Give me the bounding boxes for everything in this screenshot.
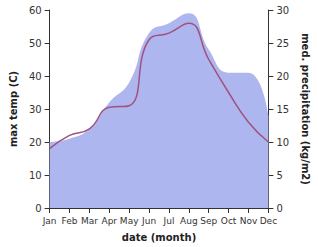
svg-text:0: 0 <box>276 203 282 214</box>
svg-text:50: 50 <box>29 38 42 49</box>
svg-text:Feb: Feb <box>62 216 78 226</box>
svg-text:May: May <box>120 216 139 226</box>
svg-text:0: 0 <box>35 203 41 214</box>
svg-text:Nov: Nov <box>240 216 258 226</box>
svg-text:10: 10 <box>29 170 42 181</box>
svg-text:med. precipitation (kg/m2): med. precipitation (kg/m2) <box>300 33 311 185</box>
svg-text:Oct: Oct <box>221 216 237 226</box>
svg-text:Dec: Dec <box>260 216 277 226</box>
svg-text:30: 30 <box>29 104 42 115</box>
svg-text:5: 5 <box>276 170 282 181</box>
svg-text:30: 30 <box>276 5 289 16</box>
svg-text:date (month): date (month) <box>122 232 196 243</box>
svg-text:Sep: Sep <box>200 216 217 226</box>
svg-text:20: 20 <box>29 137 42 148</box>
svg-text:20: 20 <box>276 71 289 82</box>
svg-text:60: 60 <box>29 5 42 16</box>
svg-text:Mar: Mar <box>81 216 98 226</box>
svg-text:Apr: Apr <box>101 216 117 226</box>
svg-text:10: 10 <box>276 137 289 148</box>
svg-text:15: 15 <box>276 104 289 115</box>
svg-text:25: 25 <box>276 38 289 49</box>
svg-text:Jun: Jun <box>141 216 156 226</box>
svg-text:40: 40 <box>29 71 42 82</box>
svg-text:Jan: Jan <box>42 216 57 226</box>
svg-text:max temp (C): max temp (C) <box>8 71 19 147</box>
svg-text:Jul: Jul <box>163 216 175 226</box>
svg-text:Aug: Aug <box>180 216 198 226</box>
